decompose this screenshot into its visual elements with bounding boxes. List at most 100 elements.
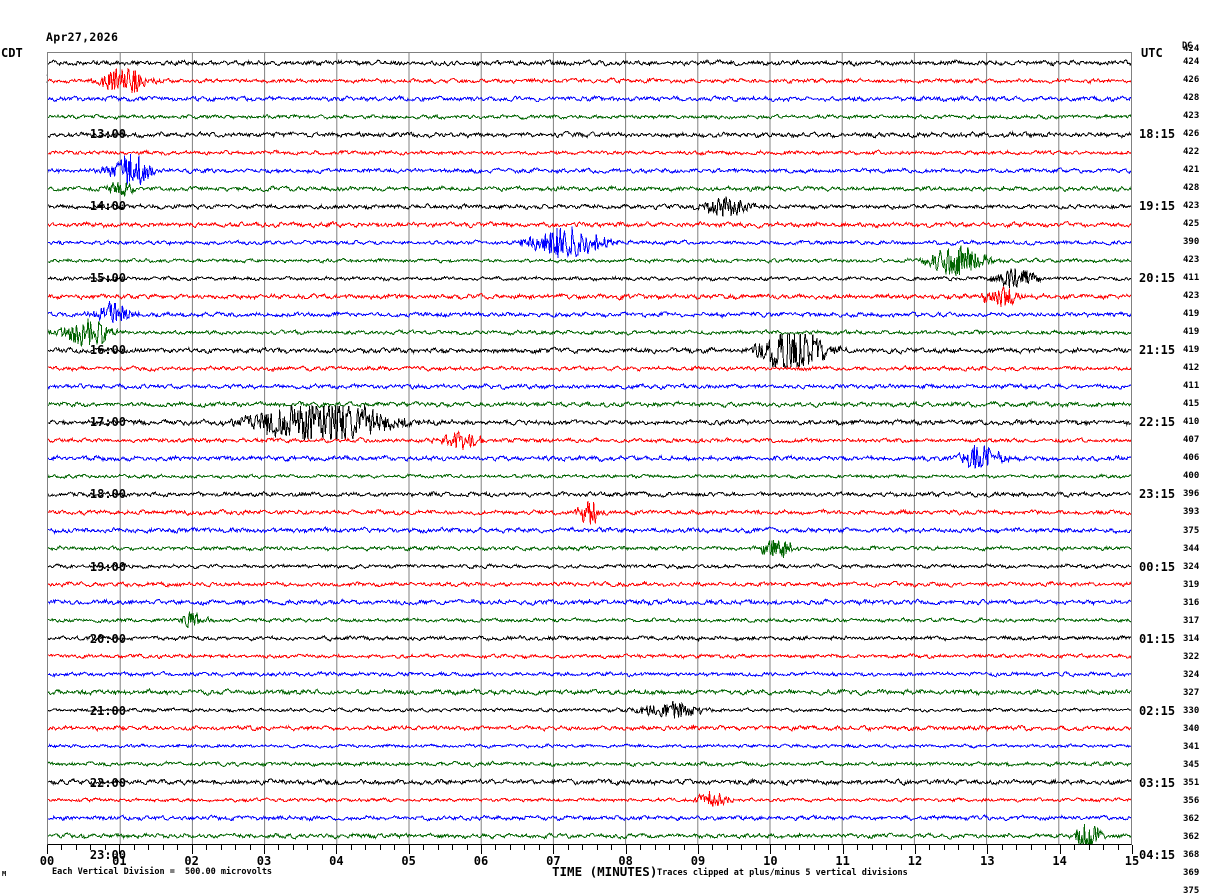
dc-value: 424 (1183, 56, 1200, 67)
x-tick-major (481, 845, 482, 854)
x-tick-minor (148, 845, 150, 850)
x-tick-major (47, 845, 48, 854)
right-hour-label-0015: 00:15 (1139, 559, 1176, 574)
seismic-trace-9 (48, 220, 1131, 229)
x-tick-minor (886, 845, 888, 850)
x-tick-minor (206, 845, 208, 850)
x-tick-major (915, 845, 916, 854)
x-tick-minor (828, 845, 830, 850)
left-hour-label-1900: 19:00 (89, 559, 126, 574)
dc-value: 410 (1183, 417, 1200, 428)
x-tick-minor (365, 845, 367, 850)
dc-value: 369 (1183, 867, 1200, 878)
x-tick-minor (133, 845, 135, 850)
x-tick-minor (900, 845, 902, 850)
x-tick-minor (423, 845, 425, 850)
seismic-trace-31 (48, 611, 1131, 629)
dc-value: 421 (1183, 165, 1200, 176)
seismic-trace-34 (48, 670, 1131, 678)
seismic-trace-2 (48, 94, 1131, 103)
x-tick-minor (712, 845, 714, 850)
seismic-trace-12 (48, 268, 1131, 289)
x-tick-minor (249, 845, 251, 850)
corner-mark: M (2, 870, 7, 878)
x-tick-minor (1001, 845, 1003, 850)
x-tick-minor (1074, 845, 1076, 850)
seismic-trace-29 (48, 580, 1131, 588)
x-tick-minor (799, 845, 801, 850)
seismic-trace-41 (48, 790, 1131, 807)
seismic-trace-20 (48, 404, 1131, 441)
seismic-trace-8 (48, 196, 1131, 217)
x-tick-minor (1030, 845, 1032, 850)
seismic-trace-16 (48, 333, 1131, 369)
x-tick-label-12: 12 (907, 854, 923, 868)
dc-value: 423 (1183, 201, 1200, 212)
x-tick-minor (755, 845, 757, 850)
seismic-trace-28 (48, 563, 1131, 570)
x-tick-minor (292, 845, 294, 850)
dc-value: 422 (1183, 147, 1200, 158)
left-hour-label-1600: 16:00 (89, 343, 126, 358)
x-tick-minor (784, 845, 786, 850)
dc-value: 424 (1183, 44, 1200, 54)
x-tick-label-09: 09 (690, 854, 706, 868)
right-hour-label-2315: 23:15 (1139, 487, 1176, 502)
scale-note: Each Vertical Division = 500.00 microvol… (52, 867, 273, 877)
x-tick-minor (871, 845, 873, 850)
clip-note: Traces clipped at plus/minus 5 vertical … (657, 868, 908, 878)
left-timezone-label: CDT (1, 46, 23, 60)
x-tick-minor (640, 845, 642, 850)
seismic-trace-15 (48, 318, 1131, 347)
dc-value: 351 (1183, 777, 1200, 788)
x-tick-label-07: 07 (546, 854, 561, 868)
x-axis: 00 01 02 03 04 05 06 07 08 09 10 11 12 13 14 15 (40, 845, 1139, 879)
dc-value: 419 (1183, 345, 1200, 356)
x-tick-major (119, 845, 121, 854)
seismic-trace-36 (48, 700, 1131, 719)
left-hour-label-1400: 14:00 (89, 199, 126, 214)
right-hour-label-0415: 04:15 (1139, 847, 1176, 862)
x-tick-minor (162, 845, 164, 850)
dc-value: 407 (1183, 435, 1200, 446)
x-tick-label-00: 00 (39, 854, 55, 868)
x-tick-minor (321, 845, 323, 850)
x-tick-major (264, 845, 265, 854)
header-date: Apr27,2026 (46, 30, 119, 44)
dc-value: 314 (1183, 633, 1200, 644)
x-tick-minor (1103, 845, 1105, 850)
x-tick-minor (857, 845, 859, 850)
x-tick-major (625, 845, 627, 854)
dc-value: 316 (1183, 597, 1200, 608)
x-tick-minor (350, 845, 352, 850)
x-tick-major (1132, 845, 1133, 854)
x-tick-label-10: 10 (763, 854, 778, 868)
x-tick-minor (1045, 845, 1047, 850)
x-tick-minor (61, 845, 63, 850)
x-tick-minor (654, 845, 656, 850)
dc-value: 419 (1183, 327, 1200, 338)
x-tick-label-01: 01 (112, 854, 127, 868)
x-tick-minor (726, 845, 728, 850)
dc-value: 324 (1183, 561, 1200, 572)
seismogram-plot-area (47, 52, 1132, 845)
x-tick-minor (567, 845, 569, 850)
x-tick-minor (394, 845, 396, 850)
x-tick-minor (466, 845, 468, 850)
dc-value: 390 (1183, 237, 1200, 248)
right-hour-label-1815: 18:15 (1139, 127, 1176, 141)
x-tick-minor (452, 845, 454, 850)
dc-value: 425 (1183, 219, 1200, 230)
seismic-trace-10 (48, 226, 1131, 259)
seismic-trace-18 (48, 382, 1131, 391)
x-tick-minor (596, 845, 598, 850)
dc-value: 341 (1183, 741, 1200, 752)
seismic-trace-35 (48, 688, 1131, 697)
seismic-trace-5 (48, 149, 1131, 157)
seismic-trace-42 (48, 814, 1131, 822)
x-tick-label-04: 04 (329, 854, 344, 868)
x-tick-major (1059, 845, 1061, 854)
x-tick-minor (75, 845, 77, 850)
right-hour-label-0215: 02:15 (1139, 703, 1176, 718)
